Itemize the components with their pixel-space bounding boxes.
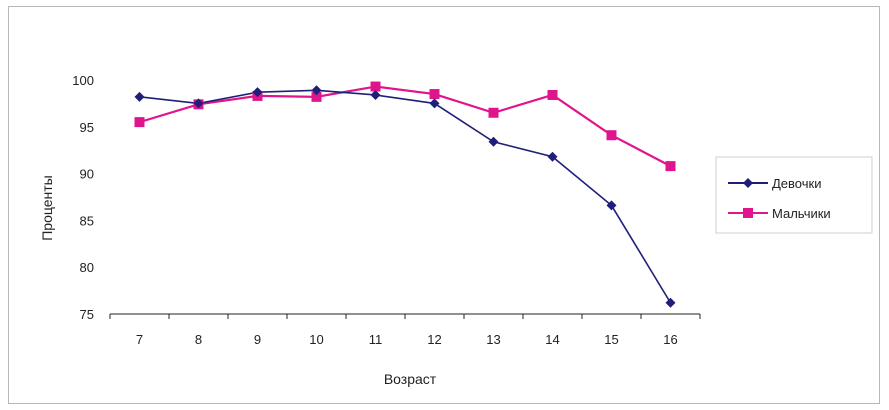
data-point-boys <box>488 107 499 118</box>
data-point-boys <box>547 89 558 100</box>
data-point-girls <box>429 98 440 109</box>
x-axis-title: Возраст <box>384 371 437 387</box>
data-point-girls <box>665 297 676 308</box>
data-point-boys <box>311 91 322 102</box>
x-tick-label: 9 <box>254 332 261 347</box>
x-axis-ticks: 7 8 9 10 11 12 13 14 15 16 <box>109 314 701 347</box>
y-tick-label: 80 <box>80 260 94 275</box>
x-tick-label: 16 <box>663 332 677 347</box>
data-point-boys <box>370 81 381 92</box>
data-point-girls <box>370 89 381 100</box>
series-line-girls <box>139 89 672 304</box>
y-axis-title: Проценты <box>39 175 55 241</box>
x-tick-label: 13 <box>486 332 500 347</box>
y-tick-label: 90 <box>80 167 94 182</box>
legend: Девочки Мальчики <box>728 176 831 221</box>
data-point-girls <box>606 200 617 211</box>
y-tick-label: 100 <box>72 73 94 88</box>
x-tick-label: 14 <box>545 332 559 347</box>
y-tick-label: 85 <box>80 213 94 228</box>
x-tick-label: 11 <box>369 332 383 347</box>
series-lines <box>139 85 672 304</box>
legend-box <box>715 156 873 234</box>
data-point-boys <box>606 130 617 141</box>
x-tick-label: 10 <box>309 332 323 347</box>
data-point-girls <box>488 136 499 147</box>
x-tick-label: 7 <box>136 332 143 347</box>
legend-label: Девочки <box>772 176 821 191</box>
data-point-boys <box>429 89 440 100</box>
x-tick-label: 12 <box>427 332 441 347</box>
data-point-girls <box>193 98 204 109</box>
x-tick-label: 15 <box>604 332 618 347</box>
legend-label: Мальчики <box>772 206 831 221</box>
legend-marker <box>743 208 753 218</box>
legend-marker <box>743 178 753 188</box>
x-tick-label: 8 <box>195 332 202 347</box>
data-point-girls <box>311 85 322 96</box>
series-markers <box>134 81 676 308</box>
data-point-girls <box>547 151 558 162</box>
series-line-boys <box>139 85 672 168</box>
data-point-girls <box>252 87 263 98</box>
data-point-boys <box>665 161 676 172</box>
data-point-boys <box>134 117 145 128</box>
y-tick-label: 75 <box>80 307 94 322</box>
y-axis-ticks: 75 80 85 90 95 100 <box>72 73 94 322</box>
data-point-girls <box>134 91 145 102</box>
y-tick-label: 95 <box>80 120 94 135</box>
